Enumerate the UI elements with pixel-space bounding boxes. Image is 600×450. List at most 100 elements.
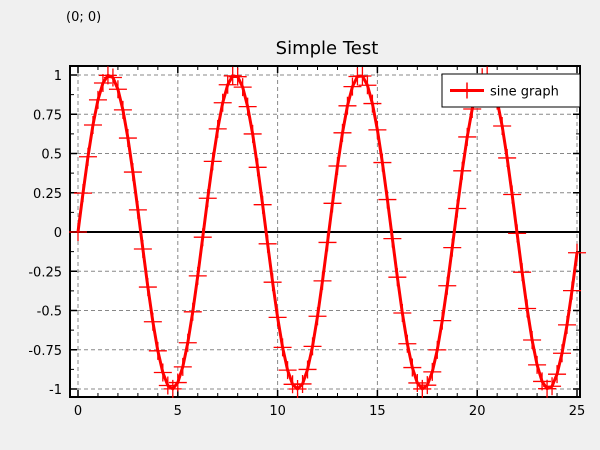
data-point-marker[interactable] — [143, 312, 162, 331]
data-point-marker[interactable] — [148, 341, 167, 360]
data-point-marker[interactable] — [308, 307, 327, 326]
data-point-marker[interactable] — [508, 224, 527, 243]
data-point-marker[interactable] — [503, 185, 522, 204]
data-point-marker[interactable] — [103, 68, 122, 87]
data-point-marker[interactable] — [88, 90, 107, 109]
data-point-marker[interactable] — [433, 311, 452, 330]
data-point-marker[interactable] — [233, 78, 252, 97]
data-point-marker[interactable] — [138, 278, 157, 297]
data-point-marker[interactable] — [453, 161, 472, 180]
data-point-marker[interactable] — [443, 238, 462, 257]
data-point-marker[interactable] — [183, 302, 202, 321]
data-point-marker[interactable] — [173, 357, 192, 376]
data-point-marker[interactable] — [368, 120, 387, 139]
data-point-marker[interactable] — [188, 266, 207, 285]
data-point-marker[interactable] — [228, 67, 247, 86]
data-point-marker[interactable] — [273, 338, 292, 357]
data-point-marker[interactable] — [423, 362, 442, 381]
x-tick-label: 25 — [569, 404, 586, 419]
data-point-marker[interactable] — [558, 315, 577, 334]
data-point-marker[interactable] — [123, 163, 142, 182]
x-tick-label: 5 — [174, 404, 182, 419]
data-point-marker[interactable] — [333, 123, 352, 142]
data-point-marker[interactable] — [108, 80, 127, 99]
data-point-marker[interactable] — [353, 66, 372, 85]
x-tick-label: 10 — [269, 404, 286, 419]
data-point-marker[interactable] — [538, 379, 557, 398]
data-point-marker[interactable] — [548, 365, 567, 384]
data-point-marker[interactable] — [533, 372, 552, 391]
data-point-marker[interactable] — [553, 344, 572, 363]
data-point-marker[interactable] — [213, 93, 232, 112]
data-point-marker[interactable] — [98, 66, 117, 85]
data-point-marker[interactable] — [253, 195, 272, 214]
data-point-marker[interactable] — [73, 184, 92, 203]
data-point-marker[interactable] — [248, 158, 267, 177]
data-point-marker[interactable] — [158, 376, 177, 395]
data-point-marker[interactable] — [563, 281, 582, 300]
data-point-marker[interactable] — [263, 273, 282, 292]
data-point-marker[interactable] — [238, 97, 257, 116]
data-point-marker[interactable] — [383, 229, 402, 248]
legend-marker-swatch — [458, 82, 476, 99]
data-point-marker[interactable] — [343, 77, 362, 96]
data-point-marker[interactable] — [278, 361, 297, 380]
data-point-marker[interactable] — [518, 299, 537, 318]
data-point-marker[interactable] — [388, 268, 407, 287]
data-point-marker[interactable] — [458, 127, 477, 146]
data-point-marker[interactable] — [493, 117, 512, 136]
y-tick-label: -0.25 — [28, 265, 62, 280]
data-point-marker[interactable] — [528, 355, 547, 374]
data-point-marker[interactable] — [398, 334, 417, 353]
data-point-marker[interactable] — [93, 74, 112, 93]
data-point-marker[interactable] — [133, 239, 152, 258]
data-point-marker[interactable] — [298, 360, 317, 379]
data-point-marker[interactable] — [223, 66, 242, 85]
data-point-marker[interactable] — [393, 303, 412, 322]
data-point-marker[interactable] — [543, 377, 562, 396]
data-point-marker[interactable] — [373, 153, 392, 172]
data-point-marker[interactable] — [153, 363, 172, 382]
data-point-marker[interactable] — [258, 234, 277, 253]
data-point-marker[interactable] — [568, 243, 586, 262]
data-point-marker[interactable] — [358, 76, 377, 95]
data-point-marker[interactable] — [498, 148, 517, 167]
data-point-marker[interactable] — [203, 152, 222, 171]
data-point-marker[interactable] — [268, 308, 287, 327]
data-point-marker[interactable] — [293, 374, 312, 393]
data-point-marker[interactable] — [523, 331, 542, 350]
data-point-marker[interactable] — [113, 100, 132, 119]
data-point-marker[interactable] — [428, 340, 447, 359]
data-point-marker[interactable] — [513, 263, 532, 282]
data-point-marker[interactable] — [378, 190, 397, 209]
data-point-marker[interactable] — [323, 194, 342, 213]
data-point-marker[interactable] — [218, 75, 237, 94]
data-point-marker[interactable] — [198, 189, 217, 208]
data-point-marker[interactable] — [328, 157, 347, 176]
data-point-marker[interactable] — [438, 276, 457, 295]
data-point-marker[interactable] — [313, 271, 332, 290]
data-point-marker[interactable] — [363, 94, 382, 113]
data-point-marker[interactable] — [118, 129, 137, 148]
y-tick-label: 0.75 — [33, 108, 62, 123]
data-point-marker[interactable] — [418, 376, 437, 395]
data-point-marker[interactable] — [448, 199, 467, 218]
data-point-marker[interactable] — [168, 373, 187, 392]
data-point-marker[interactable] — [193, 228, 212, 247]
data-point-marker[interactable] — [318, 233, 337, 252]
data-point-marker[interactable] — [69, 223, 87, 241]
data-point-marker[interactable] — [338, 96, 357, 115]
chart-title: Simple Test — [276, 38, 379, 59]
data-point-marker[interactable] — [83, 115, 102, 134]
data-point-marker[interactable] — [78, 147, 97, 166]
data-point-marker[interactable] — [128, 200, 147, 219]
plot-area[interactable]: 0 5 10 15 20 25 1 0.75 0.5 0.25 0 -0.25 -0.5 -0.75 -1 s… — [28, 65, 586, 419]
data-point-marker[interactable] — [208, 119, 227, 138]
data-point-marker[interactable] — [243, 124, 262, 143]
data-point-marker[interactable] — [178, 333, 197, 352]
data-point-marker[interactable] — [403, 358, 422, 377]
data-point-marker[interactable] — [413, 379, 432, 398]
data-point-marker[interactable] — [303, 337, 322, 356]
data-point-marker[interactable] — [288, 379, 307, 398]
